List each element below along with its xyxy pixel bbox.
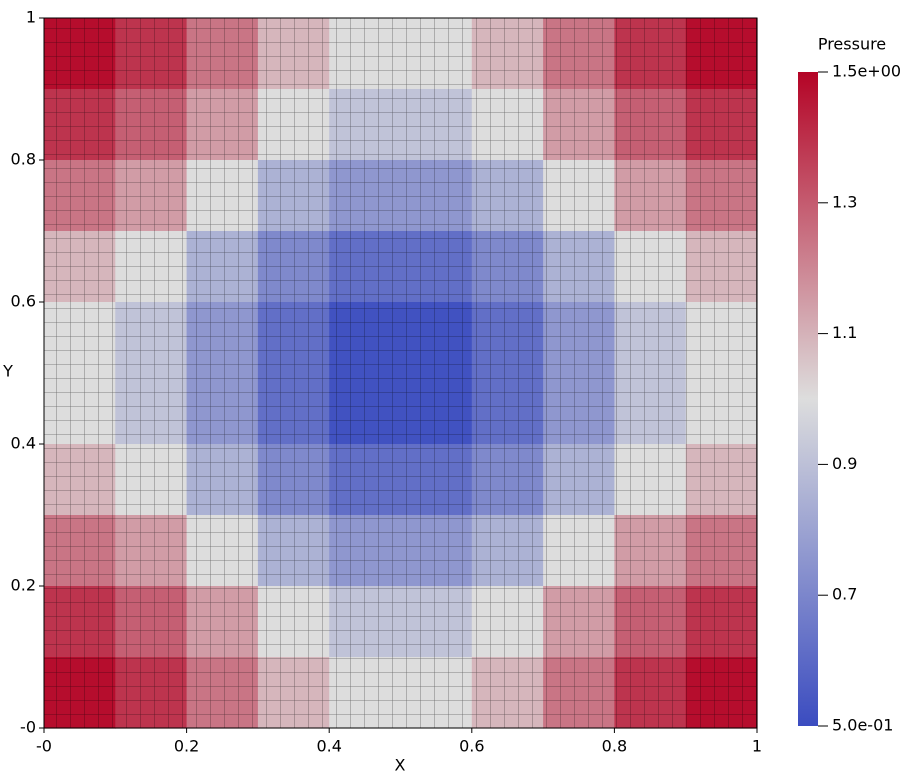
y-tick-label: 0.6: [11, 292, 36, 311]
colorbar-tick-label: 5.0e-01: [832, 716, 893, 735]
y-tick-label: 1: [26, 8, 36, 27]
y-tick-label: -0: [20, 718, 36, 737]
x-axis-label: X: [395, 756, 406, 775]
colorbar-tick-label: 0.7: [832, 585, 857, 604]
plot-frame: [43, 17, 758, 729]
y-tick-label: 0.4: [11, 434, 36, 453]
x-tick-label: -0: [36, 737, 52, 756]
x-tick-label: 0.2: [174, 737, 199, 756]
colorbar: [798, 72, 818, 726]
x-tick-label: 0.4: [316, 737, 341, 756]
y-tick-label: 0.8: [11, 150, 36, 169]
mesh-overlay: [44, 18, 757, 728]
colorbar-tick-label: 1.1: [832, 323, 857, 342]
colorbar-tick-label: 1.5e+00: [832, 62, 901, 81]
x-tick-label: 0.8: [602, 737, 627, 756]
colorbar-title: Pressure: [818, 35, 886, 54]
x-tick-label: 1: [752, 737, 762, 756]
y-tick-label: 0.2: [11, 576, 36, 595]
colorbar-tick-label: 0.9: [832, 454, 857, 473]
y-axis-label: Y: [2, 362, 13, 381]
x-tick-label: 0.6: [459, 737, 484, 756]
colorbar-tick-label: 1.3: [832, 192, 857, 211]
